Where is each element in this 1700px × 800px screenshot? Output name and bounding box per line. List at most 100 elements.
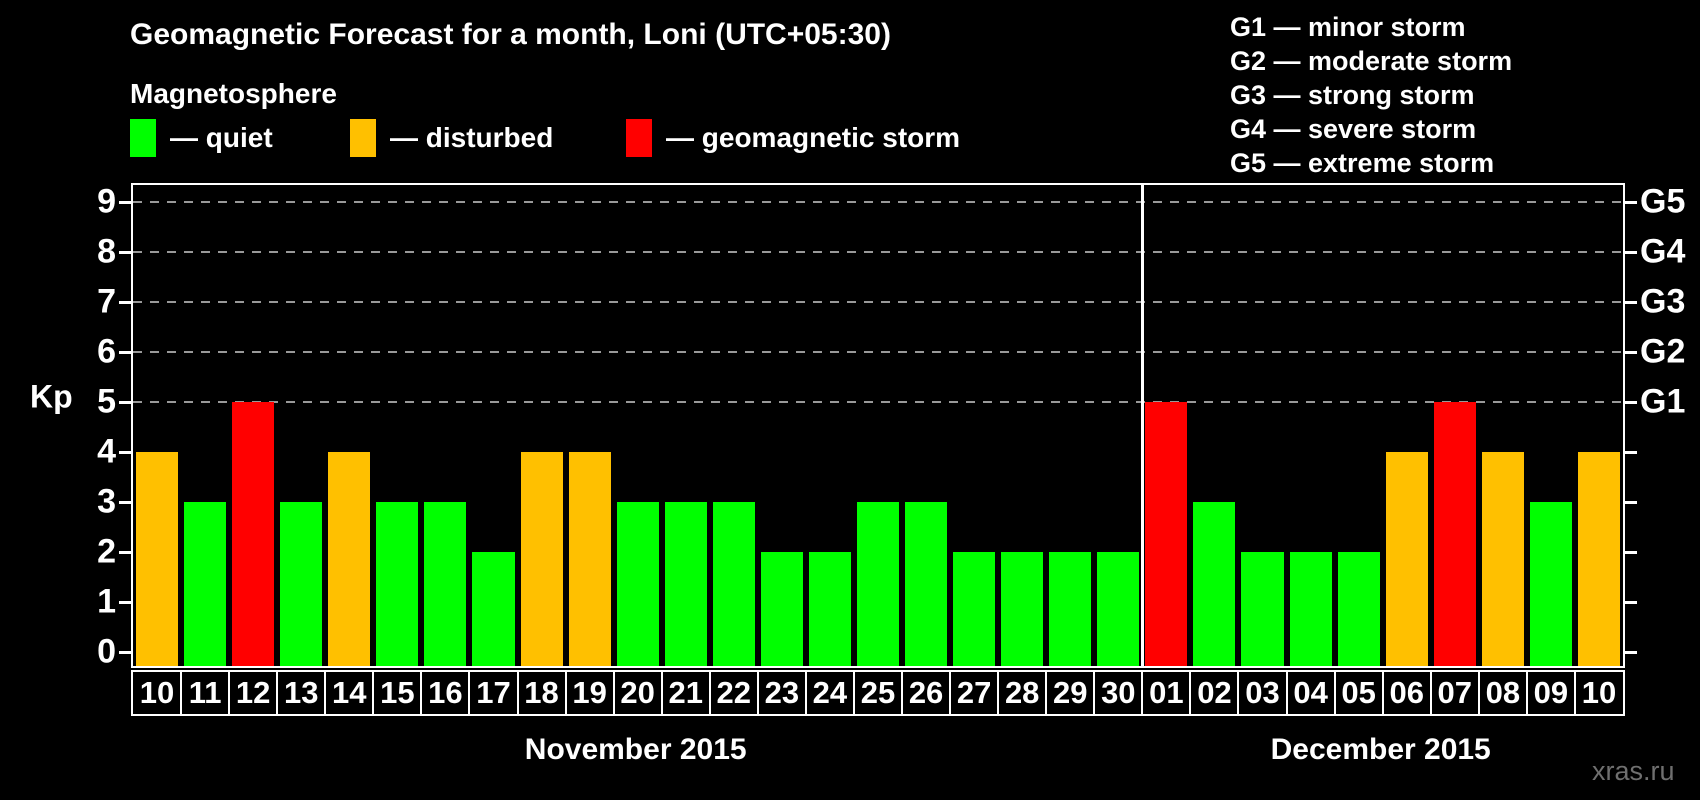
axis-tick-kp7 [1625, 300, 1637, 304]
right-axis-label-g2: G2 [1640, 332, 1686, 371]
axis-tick-kp2 [1625, 550, 1637, 554]
axis-tick-kp3 [1625, 500, 1637, 504]
kp-bar-day-19-nov [568, 452, 611, 666]
kp-bar-day-11-nov [184, 502, 227, 666]
kp-bar-day-24-nov [808, 552, 851, 666]
month-label-november: November 2015 [524, 733, 747, 766]
kp-bar-day-13-nov [280, 502, 323, 666]
storm-color-swatch [626, 119, 652, 157]
legend-item-disturbed: — disturbed [350, 118, 553, 158]
kp-bar-day-29-nov [1049, 552, 1092, 666]
g1-legend-line: G1 — minor storm [1230, 12, 1466, 42]
kp-bar-day-27-nov [953, 552, 996, 666]
day-box-separator [997, 672, 1000, 714]
kp-bar-day-10-dec [1577, 452, 1620, 666]
gridline-kp8 [133, 251, 1623, 253]
day-box-separator [372, 672, 375, 714]
axis-tick-kp1 [1625, 600, 1637, 604]
y-axis-label-7: 7 [97, 282, 116, 321]
day-box-separator [852, 672, 855, 714]
axis-tick-kp5 [1625, 400, 1637, 404]
day-box-separator [1573, 672, 1576, 714]
day-label-25-nov: 25 [860, 675, 896, 710]
day-label-16-nov: 16 [428, 675, 463, 710]
axis-tick-kp9 [119, 200, 131, 204]
day-label-17-nov: 17 [476, 675, 511, 710]
day-label-10-dec: 10 [1581, 675, 1617, 710]
right-axis-label-g1: G1 [1640, 382, 1686, 421]
day-box-separator [1237, 672, 1240, 714]
kp-bar-day-05-dec [1337, 552, 1380, 666]
day-box-separator [180, 672, 183, 714]
kp-bar-day-14-nov [328, 452, 371, 666]
legend-item-storm: — geomagnetic storm [626, 118, 960, 158]
day-label-10-nov: 10 [139, 675, 175, 710]
kp-bar-day-18-nov [520, 452, 563, 666]
kp-bar-day-17-nov [472, 552, 515, 666]
day-box-separator [1093, 672, 1096, 714]
day-box-separator [901, 672, 904, 714]
axis-tick-kp2 [119, 550, 131, 554]
axis-tick-kp3 [119, 500, 131, 504]
kp-bar-day-07-dec [1433, 402, 1476, 666]
day-box-separator [1045, 672, 1048, 714]
day-box-separator [468, 672, 471, 714]
day-label-13-nov: 13 [283, 675, 319, 710]
day-label-24-nov: 24 [812, 675, 848, 710]
day-label-21-nov: 21 [668, 675, 703, 710]
day-box-separator [708, 672, 711, 714]
y-axis-label-1: 1 [97, 582, 116, 621]
kp-bar-day-30-nov [1097, 552, 1140, 666]
gridline-kp9 [133, 201, 1623, 203]
day-box-separator [1189, 672, 1192, 714]
day-label-20-nov: 20 [620, 675, 655, 710]
kp-bar-day-15-nov [376, 502, 419, 666]
chart-title: Geomagnetic Forecast for a month, Loni (… [130, 18, 891, 51]
axis-tick-kp7 [119, 300, 131, 304]
kp-bar-day-16-nov [424, 502, 467, 666]
storm-scale-legend: G1 — minor storm G2 — moderate storm G3 … [1230, 10, 1512, 180]
legend-disturbed-label: — disturbed [390, 122, 554, 153]
watermark: xras.ru [1592, 756, 1675, 786]
right-axis-label-g3: G3 [1640, 282, 1686, 321]
y-axis-label-2: 2 [97, 532, 116, 571]
day-label-28-nov: 28 [1004, 675, 1040, 710]
kp-bar-day-01-dec [1145, 402, 1188, 666]
day-box-separator [1381, 672, 1384, 714]
day-label-09-dec: 09 [1533, 675, 1569, 710]
gridline-kp6 [133, 351, 1623, 353]
kp-bar-day-04-dec [1289, 552, 1332, 666]
axis-tick-kp0 [1625, 650, 1637, 654]
day-box-separator [1285, 672, 1288, 714]
day-box-separator [660, 672, 663, 714]
kp-bar-day-09-dec [1529, 502, 1572, 666]
axis-tick-kp8 [119, 250, 131, 254]
kp-bar-day-20-nov [616, 502, 659, 666]
day-label-18-nov: 18 [524, 675, 559, 710]
day-box-separator [804, 672, 807, 714]
kp-bar-day-23-nov [760, 552, 803, 666]
day-label-22-nov: 22 [716, 675, 752, 710]
day-box-separator [516, 672, 519, 714]
g5-legend-line: G5 — extreme storm [1230, 148, 1495, 178]
day-box-separator [1429, 672, 1432, 714]
day-label-27-nov: 27 [956, 675, 992, 710]
day-axis-row: 10 11 12 13 14 15 16 17 18 19 20 21 22 23 24 25 26 27 28 29… [131, 670, 1625, 716]
day-label-23-nov: 23 [764, 675, 800, 710]
day-box-separator [1333, 672, 1336, 714]
day-label-06-dec: 06 [1389, 675, 1424, 710]
y-axis-label-9: 9 [97, 182, 116, 221]
legend-quiet-label: — quiet [170, 122, 273, 153]
g4-legend-line: G4 — severe storm [1230, 114, 1477, 144]
day-label-11-nov: 11 [188, 675, 222, 710]
day-box-separator [949, 672, 952, 714]
day-label-12-nov: 12 [235, 675, 271, 710]
day-label-05-dec: 05 [1341, 675, 1376, 710]
kp-bar-day-21-nov [664, 502, 707, 666]
legend-storm-label: — geomagnetic storm [666, 122, 961, 153]
day-label-07-dec: 07 [1437, 675, 1472, 710]
g3-legend-line: G3 — strong storm [1230, 80, 1475, 110]
quiet-color-swatch [130, 119, 156, 157]
magnetosphere-label: Magnetosphere [130, 78, 337, 109]
